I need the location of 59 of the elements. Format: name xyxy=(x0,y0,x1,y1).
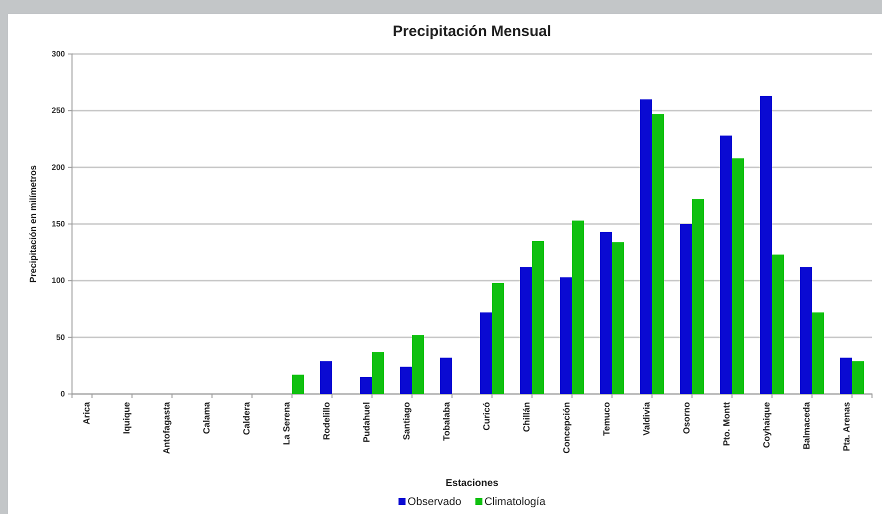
x-tick-label: Santiago xyxy=(401,402,412,440)
x-tick-label: Calama xyxy=(201,401,212,434)
legend-label: Climatología xyxy=(484,496,546,508)
y-tick-label: 100 xyxy=(52,276,66,286)
x-tick-label: Chillán xyxy=(521,402,532,432)
bar xyxy=(732,158,744,394)
bar xyxy=(652,114,664,394)
x-tick-label: La Serena xyxy=(281,401,292,446)
x-tick-label: Arica xyxy=(81,401,92,425)
bar xyxy=(840,358,852,394)
bar xyxy=(520,267,532,394)
bar xyxy=(812,312,824,394)
x-tick-label: Curicó xyxy=(481,402,492,431)
bar xyxy=(772,254,784,394)
x-tick-label: Osorno xyxy=(681,402,692,434)
bar xyxy=(492,282,504,394)
bar xyxy=(292,374,304,394)
x-tick-label: Iquique xyxy=(121,402,132,434)
legend-label: Observado xyxy=(408,496,462,508)
x-tick-label: Caldera xyxy=(241,401,252,436)
x-tick-label: Valdivia xyxy=(641,401,652,436)
bar xyxy=(320,361,332,394)
bar xyxy=(720,136,732,394)
bar xyxy=(640,99,652,394)
bar xyxy=(532,241,544,394)
x-tick-label: Pto. Montt xyxy=(721,402,732,446)
bar xyxy=(412,335,424,394)
x-tick-label: Antofagasta xyxy=(161,401,172,454)
bar xyxy=(440,358,452,394)
x-tick-label: Concepción xyxy=(561,402,572,454)
bar xyxy=(372,352,384,394)
bar xyxy=(692,199,704,394)
y-tick-label: 150 xyxy=(52,220,66,229)
bar xyxy=(572,220,584,394)
x-tick-label: Rodelillo xyxy=(321,402,332,440)
bar xyxy=(600,232,612,394)
y-tick-label: 300 xyxy=(52,50,66,59)
bar xyxy=(560,277,572,394)
y-tick-label: 250 xyxy=(52,106,66,116)
y-tick-label: 200 xyxy=(52,162,66,172)
x-tick-label: Coyhaique xyxy=(761,402,772,448)
bar xyxy=(480,312,492,394)
x-tick-label: Tobalaba xyxy=(441,401,452,441)
bar xyxy=(680,224,692,394)
bar xyxy=(800,267,812,394)
bar xyxy=(760,96,772,394)
x-tick-label: Temuco xyxy=(601,402,612,436)
bar xyxy=(360,377,372,394)
x-tick-label: Balmaceda xyxy=(801,401,812,450)
y-axis-title: Precipitación en milímetros xyxy=(28,165,38,283)
bar xyxy=(400,366,412,394)
x-tick-label: Pta. Arenas xyxy=(841,402,852,452)
x-axis-title: Estaciones xyxy=(446,478,499,489)
y-tick-label: 0 xyxy=(60,390,66,399)
chart-title: Precipitación Mensual xyxy=(392,23,552,40)
bar xyxy=(852,361,864,394)
bar xyxy=(612,242,624,394)
y-tick-label: 50 xyxy=(56,332,66,342)
x-tick-label: Pudahuel xyxy=(361,402,372,443)
